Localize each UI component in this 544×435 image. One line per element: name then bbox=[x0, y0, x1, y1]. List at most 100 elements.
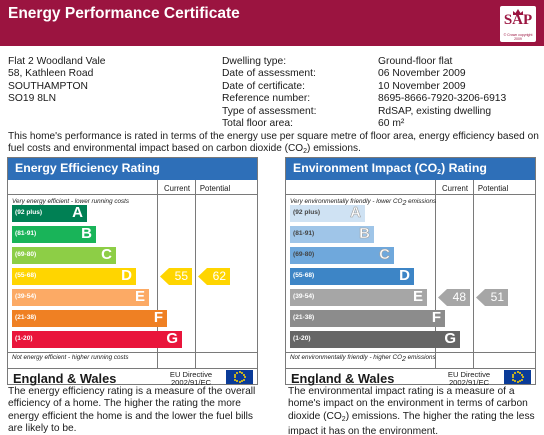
current-rating-arrow: 55 bbox=[160, 268, 192, 285]
eu-star bbox=[511, 376, 514, 378]
reference-number-value: 8695-8666-7920-3206-6913 bbox=[378, 93, 507, 105]
detail-label: Type of assessment: bbox=[222, 105, 317, 117]
band-range: (1-20) bbox=[293, 335, 311, 342]
band-letter: E bbox=[134, 288, 145, 305]
current-rating-value: 48 bbox=[452, 290, 466, 304]
band-letter: A bbox=[350, 204, 361, 222]
rating-band-c: (69-80) C bbox=[12, 246, 116, 264]
eu-directive: EU Directive 2002/91/EC bbox=[447, 370, 491, 388]
energy-efficiency-description: The energy efficiency rating is a measur… bbox=[8, 386, 256, 435]
band-letter: E bbox=[412, 288, 423, 305]
band-range: (92 plus) bbox=[293, 209, 321, 216]
detail-labels: Dwelling type: Date of assessment: Date … bbox=[222, 56, 316, 130]
country-label: England & Wales bbox=[13, 371, 117, 386]
band-letter: G bbox=[444, 330, 456, 347]
band-range: (55-68) bbox=[293, 272, 315, 279]
sap-copyright: © Crown copyright 2009 bbox=[503, 33, 533, 41]
divider bbox=[286, 352, 535, 353]
band-range: (1-20) bbox=[15, 335, 33, 342]
floor-area-value: 60 m² bbox=[378, 118, 405, 130]
rating-band-g: (1-20) G bbox=[12, 330, 182, 348]
band-range: (21-38) bbox=[15, 314, 37, 321]
certificate-header: Energy Performance Certificate SAP © Cro… bbox=[0, 0, 544, 46]
eu-flag-icon bbox=[226, 370, 253, 384]
column-divider bbox=[435, 180, 436, 368]
eu-star bbox=[233, 376, 236, 378]
band-range: (92 plus) bbox=[15, 209, 43, 216]
potential-rating-value: 51 bbox=[490, 290, 504, 304]
band-range: (81-91) bbox=[293, 230, 315, 237]
band-letter: B bbox=[81, 225, 92, 242]
rating-band-g: (1-20) G bbox=[290, 330, 460, 348]
divider bbox=[8, 194, 257, 195]
eu-star bbox=[516, 371, 519, 373]
band-letter: C bbox=[379, 246, 390, 264]
sap-logo: SAP © Crown copyright 2009 bbox=[500, 6, 536, 42]
page-title: Energy Performance Certificate bbox=[8, 5, 240, 22]
eu-star bbox=[238, 381, 241, 383]
detail-label: Date of assessment: bbox=[222, 68, 316, 80]
divider bbox=[286, 194, 535, 195]
eu-star bbox=[514, 371, 516, 374]
eu-star bbox=[243, 376, 246, 378]
current-column-header: Current bbox=[442, 184, 468, 193]
band-range: (21-38) bbox=[293, 314, 315, 321]
band-range: (81-91) bbox=[15, 230, 37, 237]
detail-values: Ground-floor flat 06 November 2009 10 No… bbox=[378, 56, 506, 130]
potential-rating-arrow: 62 bbox=[198, 268, 230, 285]
current-rating-value: 55 bbox=[174, 269, 188, 283]
address-line: 58, Kathleen Road bbox=[8, 68, 94, 80]
eu-star bbox=[234, 378, 237, 381]
detail-label: Total floor area: bbox=[222, 118, 293, 130]
eu-star bbox=[516, 381, 519, 383]
eu-star bbox=[519, 380, 521, 383]
rating-band-f: (21-38) F bbox=[290, 309, 445, 327]
eu-star bbox=[514, 380, 516, 383]
eu-star bbox=[520, 373, 523, 376]
potential-column-header: Potential bbox=[477, 184, 509, 193]
divider bbox=[8, 352, 257, 353]
band-letter: C bbox=[101, 246, 112, 263]
bottom-note: Not energy efficient - higher running co… bbox=[12, 354, 129, 361]
rating-band-e: (39-54) E bbox=[290, 288, 427, 306]
eu-star bbox=[512, 373, 515, 376]
eu-star bbox=[241, 371, 243, 374]
band-range: (55-68) bbox=[15, 272, 37, 279]
column-divider bbox=[473, 180, 474, 368]
column-divider bbox=[157, 180, 158, 368]
top-note: Very environmentally friendly - lower CO… bbox=[290, 198, 437, 207]
rating-band-d: (55-68) D bbox=[12, 267, 136, 285]
divider bbox=[286, 368, 535, 369]
top-note: Very energy efficient - lower running co… bbox=[12, 198, 130, 205]
bottom-note: Not environmentally friendly - higher CO… bbox=[290, 354, 436, 363]
eu-star bbox=[234, 373, 237, 376]
eu-star bbox=[236, 380, 238, 383]
band-letter: G bbox=[166, 330, 178, 347]
band-range: (39-54) bbox=[15, 293, 37, 300]
intro-text: This home's performance is rated in term… bbox=[8, 131, 539, 156]
address-line: SOUTHAMPTON bbox=[8, 80, 88, 92]
sap-logo-text: SAP bbox=[503, 12, 533, 28]
current-column-header: Current bbox=[164, 184, 190, 193]
eu-flag-icon bbox=[504, 370, 531, 384]
eu-star bbox=[521, 376, 524, 378]
detail-label: Date of certificate: bbox=[222, 80, 305, 92]
eu-star bbox=[236, 371, 238, 374]
assessment-date-value: 06 November 2009 bbox=[378, 68, 466, 80]
environment-impact-description: The environmental impact rating is a mea… bbox=[288, 386, 535, 435]
assessment-type-value: RdSAP, existing dwelling bbox=[378, 105, 492, 117]
dwelling-type-value: Ground-floor flat bbox=[378, 56, 453, 67]
environment-impact-panel: Environment Impact (CO2) Rating Current … bbox=[285, 157, 536, 388]
eu-star bbox=[242, 378, 245, 381]
band-letter: D bbox=[399, 267, 410, 284]
band-range: (69-80) bbox=[15, 251, 37, 258]
band-letter: B bbox=[359, 225, 370, 243]
current-rating-arrow: 48 bbox=[438, 289, 470, 306]
crown-icon bbox=[513, 9, 523, 15]
rating-band-a: (92 plus) A bbox=[290, 204, 365, 222]
environment-impact-title: Environment Impact (CO2) Rating bbox=[286, 158, 535, 180]
eu-star bbox=[242, 373, 245, 376]
country-label: England & Wales bbox=[291, 371, 395, 386]
rating-band-a: (92 plus) A bbox=[12, 204, 87, 222]
band-letter: F bbox=[431, 309, 441, 326]
